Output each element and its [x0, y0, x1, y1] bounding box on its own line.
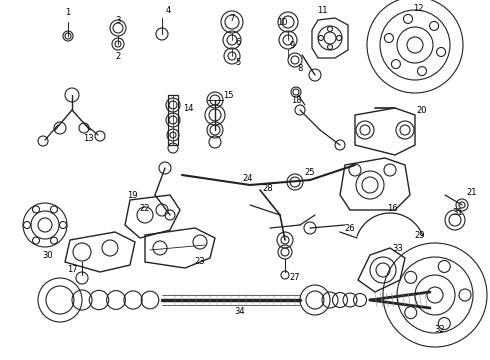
Text: 25: 25: [305, 167, 315, 176]
Text: 11: 11: [317, 5, 327, 14]
Text: 18: 18: [291, 95, 301, 104]
Text: 3: 3: [115, 15, 121, 24]
Text: 16: 16: [387, 203, 397, 212]
Text: 7: 7: [229, 14, 235, 23]
Text: 6: 6: [235, 37, 241, 46]
Text: 13: 13: [83, 134, 93, 143]
Text: 4: 4: [166, 5, 171, 14]
Text: 21: 21: [467, 188, 477, 197]
Text: 33: 33: [392, 243, 403, 252]
Text: 10: 10: [277, 18, 287, 27]
Text: 26: 26: [344, 224, 355, 233]
Text: 9: 9: [290, 41, 294, 50]
Text: 15: 15: [223, 90, 233, 99]
Text: 22: 22: [140, 203, 150, 212]
Text: 12: 12: [413, 4, 423, 13]
Text: 20: 20: [417, 105, 427, 114]
Text: 19: 19: [127, 190, 137, 199]
Text: 1: 1: [65, 8, 71, 17]
Text: 29: 29: [415, 230, 425, 239]
Text: 27: 27: [290, 274, 300, 283]
Text: 14: 14: [183, 104, 193, 113]
Text: 30: 30: [43, 251, 53, 260]
Text: 23: 23: [195, 257, 205, 266]
Text: 34: 34: [235, 307, 245, 316]
Text: 24: 24: [243, 174, 253, 183]
Text: 17: 17: [67, 266, 77, 274]
Text: 2: 2: [115, 51, 121, 60]
Text: 5: 5: [235, 58, 241, 67]
Text: 28: 28: [263, 184, 273, 193]
Text: 8: 8: [297, 63, 303, 72]
Text: 32: 32: [435, 325, 445, 334]
Text: 31: 31: [453, 207, 464, 216]
